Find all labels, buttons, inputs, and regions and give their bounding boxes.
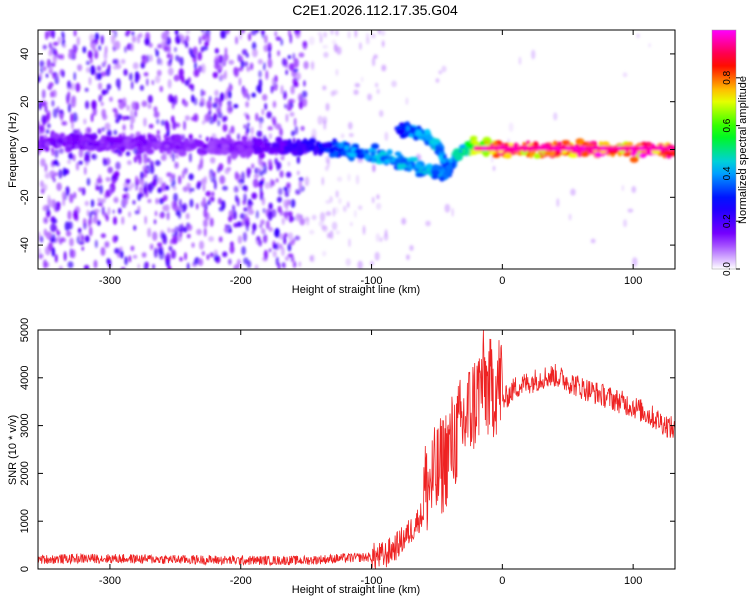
- spectrogram-x-axis-label: Height of straight line (km): [292, 284, 420, 296]
- spectrogram-ridge: [38, 121, 675, 182]
- x-tick-label: -200: [230, 275, 252, 287]
- x-tick-label: 0: [499, 575, 505, 587]
- x-tick-label: -300: [99, 275, 121, 287]
- y-tick-label: 0: [19, 566, 31, 572]
- x-tick-label: -200: [230, 575, 252, 587]
- spectrogram-y-ticks: -40 -20 0 20 40: [19, 48, 675, 253]
- snr-x-ticks: -300 -200 -100 0 100: [99, 330, 642, 587]
- colorbar-tick-label: 0.2: [722, 214, 733, 228]
- colorbar-tick-label: 0.0: [722, 262, 733, 276]
- y-tick-label: 5000: [19, 318, 31, 342]
- colorbar-tick-label: 0.8: [722, 70, 733, 84]
- y-tick-label: 0: [19, 146, 31, 152]
- spectrogram-x-ticks: -300 -200 -100 0 100: [99, 30, 642, 287]
- y-tick-label: -20: [19, 189, 31, 205]
- y-tick-label: 2000: [19, 461, 31, 485]
- colorbar: 0.0 0.2 0.4 0.6 0.8 Normalized spectral ampl…: [711, 29, 749, 276]
- snr-series-line: [38, 330, 675, 569]
- spectrogram-heatmap: [38, 30, 675, 269]
- colorbar-label: Normalized spectral amplitude: [737, 76, 749, 224]
- snr-frame: [37, 329, 676, 570]
- y-tick-label: -40: [19, 237, 31, 253]
- x-tick-label: 0: [499, 275, 505, 287]
- y-tick-label: 4000: [19, 366, 31, 390]
- snr-x-axis-label: Height of straight line (km): [292, 584, 420, 596]
- snr-y-axis-label: SNR (10 * v/v): [7, 415, 19, 485]
- y-tick-label: 3000: [19, 413, 31, 437]
- y-tick-label: 20: [19, 96, 31, 108]
- colorbar-tick-label: 0.4: [722, 166, 733, 180]
- y-tick-label: 1000: [19, 509, 31, 533]
- colorbar-ticks: 0.0 0.2 0.4 0.6 0.8: [722, 70, 740, 276]
- spectrogram-noise-layer: [38, 30, 651, 269]
- colorbar-gradient: [712, 30, 736, 269]
- x-tick-label: 100: [624, 575, 642, 587]
- x-tick-label: 100: [624, 275, 642, 287]
- colorbar-tick-label: 0.6: [722, 118, 733, 132]
- x-tick-label: -100: [361, 575, 383, 587]
- y-tick-label: 40: [19, 48, 31, 60]
- x-tick-label: -100: [361, 275, 383, 287]
- spectrogram-y-axis-label: Frequency (Hz): [7, 112, 19, 188]
- snr-y-ticks: 0 1000 2000 3000 4000 5000: [19, 318, 675, 572]
- chart-title: C2E1.2026.112.17.35.G04: [292, 2, 458, 18]
- x-tick-label: -300: [99, 575, 121, 587]
- snr-panel: -300 -200 -100 0 100 0 1000 2000 3000 4000 5000 H…: [7, 318, 676, 596]
